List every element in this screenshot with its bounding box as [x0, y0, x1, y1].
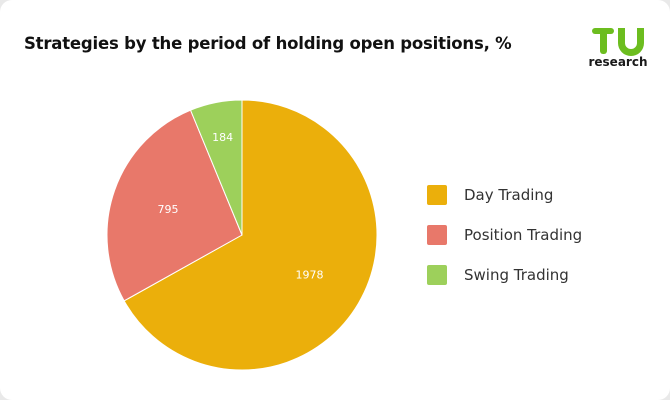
legend-swatch [427, 185, 447, 205]
legend-label: Swing Trading [464, 266, 569, 284]
logo-text: research [588, 55, 648, 69]
legend-label: Day Trading [464, 186, 554, 204]
pie-slice-value-label: 184 [212, 131, 233, 144]
pie-slice-swing-trading [189, 99, 243, 236]
chart-title: Strategies by the period of holding open… [24, 34, 512, 53]
legend-item-day-trading: Day Trading [427, 183, 582, 207]
legend-label: Position Trading [464, 226, 583, 244]
chart-legend: Day Trading Position Trading Swing Tradi… [427, 183, 582, 303]
tu-research-logo: research [588, 26, 648, 72]
logo-mark [592, 28, 644, 56]
legend-item-swing-trading: Swing Trading [427, 263, 582, 287]
pie-slice-day-trading [123, 99, 378, 371]
legend-swatch [427, 225, 447, 245]
legend-item-position-trading: Position Trading [427, 223, 582, 247]
legend-swatch [427, 265, 447, 285]
pie-slice-value-label: 1978 [296, 269, 324, 282]
pie-slice-position-trading [106, 109, 243, 302]
pie-slice-value-label: 795 [158, 203, 179, 216]
